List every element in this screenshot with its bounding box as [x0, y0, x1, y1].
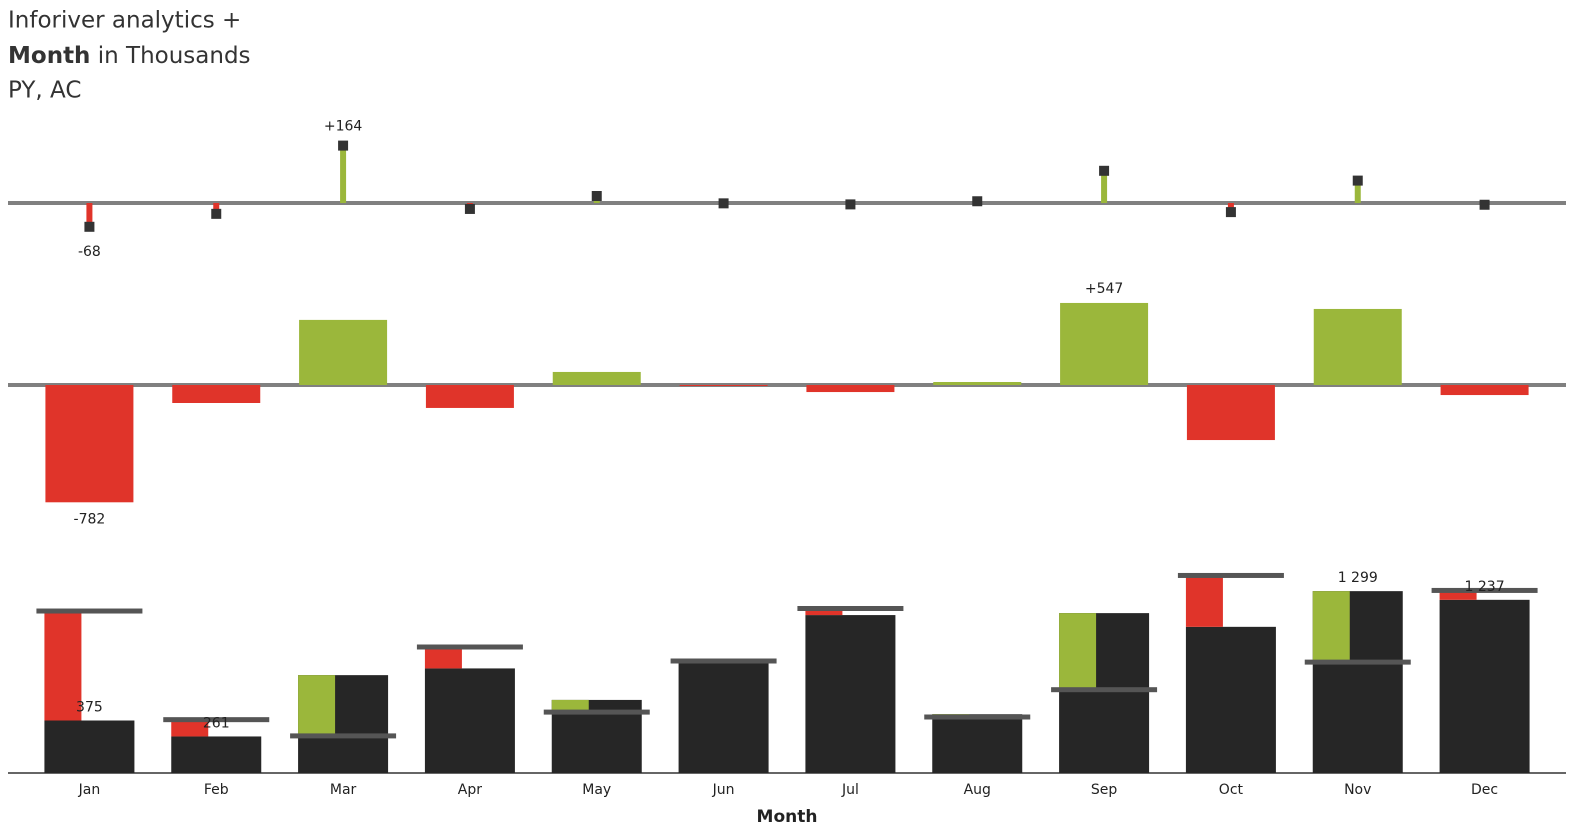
py-marker	[1051, 687, 1158, 693]
ac-bar	[44, 720, 135, 773]
x-tick-label: Oct	[1219, 782, 1244, 798]
pin-head	[338, 140, 349, 151]
variance-bar	[806, 385, 895, 393]
variance-bar	[1313, 308, 1402, 385]
pin-head	[1099, 165, 1110, 176]
variance-bar	[172, 385, 261, 403]
x-tick-label: Mar	[330, 782, 357, 798]
ac-bar	[1439, 599, 1530, 773]
pin-head	[1352, 175, 1363, 186]
pin	[86, 203, 93, 227]
pin-head	[972, 196, 983, 207]
variance-segment	[424, 647, 462, 669]
variance-segment	[171, 719, 209, 737]
data-label: +547	[1085, 281, 1123, 297]
variance-bar	[933, 382, 1022, 385]
variance-bar	[425, 385, 514, 408]
x-tick-label: Feb	[204, 782, 229, 798]
data-label: 1 237	[1465, 579, 1505, 595]
x-tick-label: Apr	[458, 782, 482, 798]
x-tick-label: Jan	[78, 782, 101, 798]
title-rest: in Thousands	[90, 43, 250, 69]
pin-head	[84, 221, 95, 232]
chart-title-line: Month in Thousands	[8, 43, 251, 69]
data-label: 1 299	[1338, 570, 1378, 586]
x-tick-label: Sep	[1091, 782, 1118, 798]
py-marker	[416, 644, 523, 650]
pin-head	[718, 198, 729, 209]
py-marker	[36, 608, 143, 614]
x-tick-label: Aug	[964, 782, 991, 798]
data-label: 375	[76, 700, 103, 716]
py-marker	[670, 658, 777, 664]
ac-bar	[1185, 626, 1276, 773]
ac-bar	[932, 714, 1023, 773]
data-label: +164	[324, 119, 363, 135]
variance-segment	[551, 699, 589, 713]
variance-segment	[805, 608, 843, 616]
pin-head	[211, 208, 222, 219]
ac-bar	[424, 668, 515, 773]
title-bold: Month	[8, 43, 90, 69]
data-label: -68	[78, 244, 101, 260]
variance-segment	[1439, 590, 1477, 600]
pin-head	[591, 191, 602, 201]
x-tick-label: Jun	[712, 782, 735, 798]
py-marker	[1304, 659, 1411, 665]
py-marker	[163, 717, 270, 723]
pin	[1354, 180, 1361, 203]
x-tick-label: Jul	[841, 782, 859, 798]
x-axis-label: Month	[757, 807, 818, 827]
x-tick-label: Dec	[1471, 782, 1498, 798]
py-marker	[797, 606, 904, 611]
variance-segment	[44, 611, 82, 721]
chart-title: Inforiver analytics +	[8, 8, 241, 34]
variance-bar	[1186, 385, 1275, 441]
pin	[340, 145, 347, 203]
variance-bar	[552, 371, 641, 385]
x-tick-label: Nov	[1344, 782, 1371, 798]
variance-bar	[1060, 302, 1149, 385]
py-marker	[543, 709, 650, 715]
variance-bar	[1440, 385, 1529, 396]
pin-head	[845, 199, 856, 210]
variance-segment	[1312, 591, 1350, 663]
pin-head	[1225, 207, 1236, 218]
ac-bar	[171, 736, 262, 773]
chart-subtitle: PY, AC	[8, 78, 81, 104]
py-marker	[1177, 572, 1284, 578]
variance-segment	[298, 675, 336, 736]
variance-bar	[299, 319, 388, 385]
variance-bar	[679, 385, 768, 386]
variance-segment	[1059, 613, 1097, 690]
pin-head	[1479, 199, 1490, 210]
data-label: -782	[74, 511, 106, 527]
pin-head	[464, 203, 475, 214]
py-marker	[1431, 587, 1538, 593]
pin	[213, 203, 220, 214]
variance-bar	[45, 385, 134, 503]
py-marker	[290, 733, 397, 739]
pin	[1101, 170, 1108, 203]
py-marker	[924, 714, 1031, 720]
ac-bar	[805, 615, 896, 773]
data-label: 261	[203, 715, 230, 731]
ac-bar	[678, 661, 769, 773]
x-tick-label: May	[582, 782, 611, 798]
variance-segment	[1185, 575, 1223, 627]
